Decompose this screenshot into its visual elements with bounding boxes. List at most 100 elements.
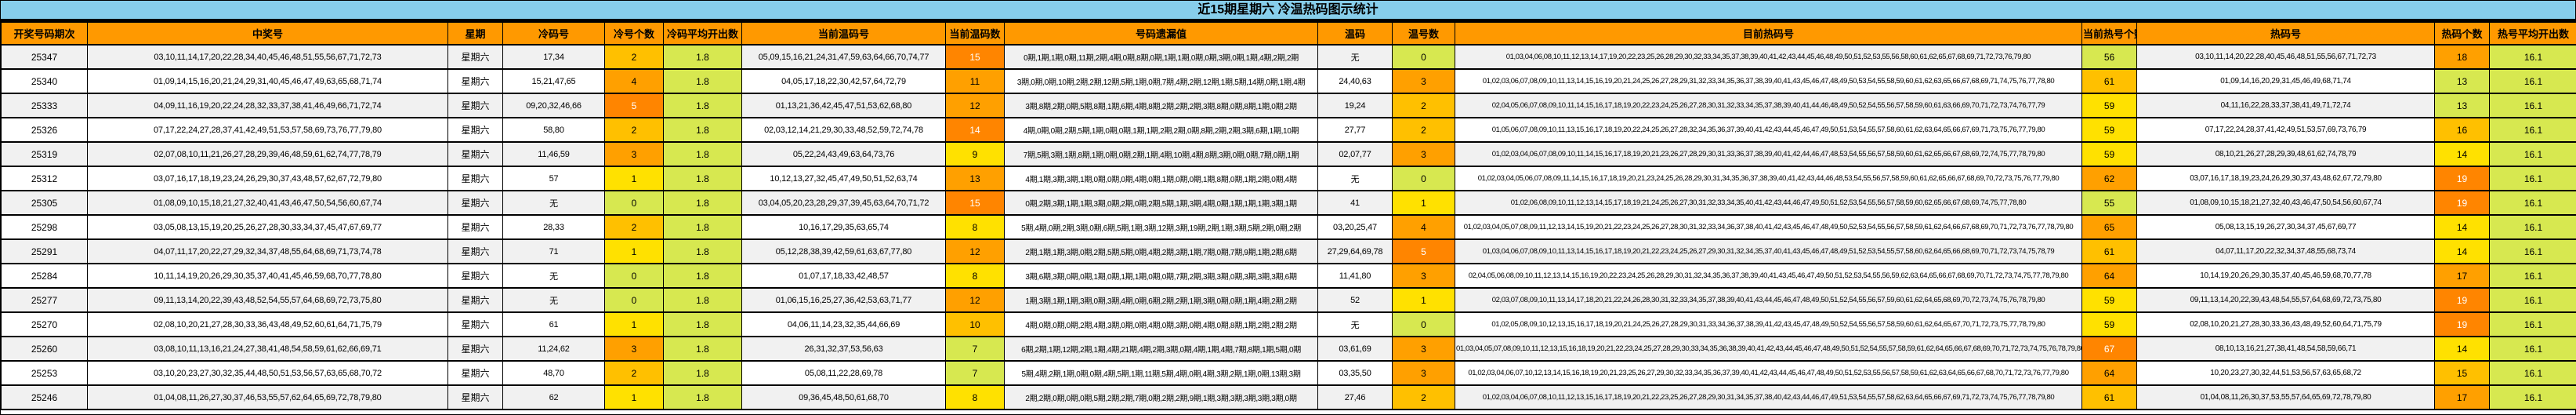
wen_n-cell: 0 xyxy=(1392,44,1455,70)
win-cell: 02,08,10,20,21,27,28,30,33,36,43,48,49,5… xyxy=(87,311,448,337)
cold-cell: 11,24,62 xyxy=(502,336,605,362)
period-cell: 25284 xyxy=(1,263,88,289)
cur_hot_n-cell: 56 xyxy=(2081,44,2137,70)
wen_n-cell: 2 xyxy=(1392,117,1455,143)
hot_n-cell: 16 xyxy=(2434,117,2490,143)
cur_hot-cell: 01,03,04,06,07,08,09,10,11,13,14,15,16,1… xyxy=(1455,238,2082,264)
warm_n-cell: 12 xyxy=(945,93,1005,118)
win-cell: 02,07,08,10,11,21,26,27,28,29,39,46,48,5… xyxy=(87,141,448,167)
omission-cell: 0期,2期,3期,1期,1期,3期,0期,2期,0期,2期,5期,1期,3期,4… xyxy=(1004,190,1318,216)
table-row: 25277 09,11,13,14,20,22,39,43,48,52,54,55… xyxy=(1,287,2576,313)
omission-cell: 4期,0期,0期,2期,5期,1期,0期,0期,1期,1期,2期,2期,0期,8… xyxy=(1004,117,1318,143)
cold_n-cell: 1 xyxy=(604,166,664,191)
hot-cell: 10,20,23,27,30,32,44,51,53,56,57,63,65,6… xyxy=(2136,360,2435,386)
cold_avg-cell: 1.8 xyxy=(663,166,742,191)
cold_n-cell: 2 xyxy=(604,214,664,240)
week-cell: 星期六 xyxy=(447,384,503,410)
cur_hot-cell: 02,04,05,06,07,08,09,10,11,14,15,16,17,1… xyxy=(1455,93,2082,118)
column-header-cold_avg: 冷码平均开出数 xyxy=(663,21,742,46)
cold_n-cell: 1 xyxy=(604,238,664,264)
column-header-omission: 号码遗漏值 xyxy=(1004,21,1318,46)
cold-cell: 09,20,32,46,66 xyxy=(502,93,605,118)
warm-cell: 01,06,15,16,25,27,36,42,53,63,71,77 xyxy=(741,287,946,313)
warm_n-cell: 15 xyxy=(945,44,1005,70)
hot-cell: 02,08,10,20,21,27,28,30,33,36,43,48,49,5… xyxy=(2136,311,2435,337)
week-cell: 星期六 xyxy=(447,263,503,289)
cur_hot-cell: 01,02,03,06,07,08,09,10,11,13,14,15,16,1… xyxy=(1455,68,2082,94)
week-cell: 星期六 xyxy=(447,336,503,362)
cur_hot_n-cell: 67 xyxy=(2081,336,2137,362)
hot_n-cell: 14 xyxy=(2434,238,2490,264)
hot_n-cell: 14 xyxy=(2434,141,2490,167)
cold_avg-cell: 1.8 xyxy=(663,384,742,410)
week-cell: 星期六 xyxy=(447,238,503,264)
period-cell: 25340 xyxy=(1,68,88,94)
hot_n-cell: 14 xyxy=(2434,336,2490,362)
wen-cell: 无 xyxy=(1317,166,1393,191)
week-cell: 星期六 xyxy=(447,311,503,337)
column-header-wen_n: 温号数 xyxy=(1392,21,1455,46)
cur_hot_n-cell: 61 xyxy=(2081,238,2137,264)
hot_avg-cell: 16.1 xyxy=(2489,141,2576,167)
period-cell: 25305 xyxy=(1,190,88,216)
period-cell: 25270 xyxy=(1,311,88,337)
win-cell: 07,17,22,24,27,28,37,41,42,49,51,53,57,5… xyxy=(87,117,448,143)
wen-cell: 03,35,50 xyxy=(1317,360,1393,386)
table-row: 25333 04,09,11,16,19,20,22,24,28,32,33,37… xyxy=(1,93,2576,118)
cold_n-cell: 1 xyxy=(604,384,664,410)
hot_n-cell: 17 xyxy=(2434,384,2490,410)
warm-cell: 01,13,21,36,42,45,47,51,53,62,68,80 xyxy=(741,93,946,118)
hot_n-cell: 13 xyxy=(2434,93,2490,118)
cold-cell: 无 xyxy=(502,287,605,313)
omission-cell: 7期,5期,3期,1期,8期,1期,0期,0期,2期,1期,4期,10期,4期,… xyxy=(1004,141,1318,167)
wen_n-cell: 3 xyxy=(1392,263,1455,289)
cur_hot_n-cell: 59 xyxy=(2081,311,2137,337)
warm-cell: 01,07,17,18,33,42,48,57 xyxy=(741,263,946,289)
period-cell: 25333 xyxy=(1,93,88,118)
win-cell: 01,08,09,10,15,18,21,27,32,40,41,43,46,4… xyxy=(87,190,448,216)
hot-cell: 04,11,16,22,28,33,37,38,41,49,71,72,74 xyxy=(2136,93,2435,118)
cur_hot-cell: 01,02,03,04,05,06,07,08,09,11,14,15,16,1… xyxy=(1455,166,2082,191)
wen-cell: 无 xyxy=(1317,44,1393,70)
hot-cell: 01,09,14,16,20,29,31,45,46,49,68,71,74 xyxy=(2136,68,2435,94)
wen_n-cell: 3 xyxy=(1392,336,1455,362)
win-cell: 04,07,11,17,20,22,27,29,32,34,37,48,55,6… xyxy=(87,238,448,264)
cold_n-cell: 2 xyxy=(604,117,664,143)
hot_n-cell: 19 xyxy=(2434,287,2490,313)
warm_n-cell: 9 xyxy=(945,141,1005,167)
column-header-hot_n: 热码个数 xyxy=(2434,21,2490,46)
wen-cell: 无 xyxy=(1317,311,1393,337)
cold_avg-cell: 1.8 xyxy=(663,238,742,264)
period-cell: 25326 xyxy=(1,117,88,143)
warm-cell: 05,22,24,43,49,63,64,73,76 xyxy=(741,141,946,167)
wen_n-cell: 3 xyxy=(1392,68,1455,94)
hot_n-cell: 19 xyxy=(2434,190,2490,216)
hot-cell: 08,10,21,26,27,28,29,39,48,61,62,74,78,7… xyxy=(2136,141,2435,167)
period-cell: 25246 xyxy=(1,384,88,410)
cur_hot_n-cell: 59 xyxy=(2081,117,2137,143)
table-row: 25253 03,10,20,23,27,30,32,35,44,48,50,51… xyxy=(1,360,2576,386)
cold_avg-cell: 1.8 xyxy=(663,287,742,313)
hot_avg-cell: 16.1 xyxy=(2489,190,2576,216)
warm_n-cell: 8 xyxy=(945,384,1005,410)
hot_avg-cell: 16.1 xyxy=(2489,93,2576,118)
warm-cell: 05,08,11,22,28,69,78 xyxy=(741,360,946,386)
hot_n-cell: 15 xyxy=(2434,360,2490,386)
cur_hot-cell: 01,03,04,06,08,10,11,12,13,14,17,19,20,2… xyxy=(1455,44,2082,70)
hot-cell: 03,07,16,17,18,19,23,24,26,29,30,37,43,4… xyxy=(2136,166,2435,191)
week-cell: 星期六 xyxy=(447,166,503,191)
wen_n-cell: 4 xyxy=(1392,214,1455,240)
omission-cell: 6期,2期,1期,12期,2期,1期,4期,21期,4期,2期,3期,0期,4期… xyxy=(1004,336,1318,362)
cold_avg-cell: 1.8 xyxy=(663,68,742,94)
cold_n-cell: 2 xyxy=(604,44,664,70)
omission-cell: 1期,3期,1期,1期,3期,0期,3期,4期,0期,6期,2期,2期,1期,3… xyxy=(1004,287,1318,313)
hot_n-cell: 13 xyxy=(2434,68,2490,94)
cold_avg-cell: 1.8 xyxy=(663,311,742,337)
hot-cell: 01,08,09,10,15,18,21,27,32,40,43,46,47,5… xyxy=(2136,190,2435,216)
omission-cell: 4期,1期,3期,3期,1期,0期,0期,0期,4期,0期,1期,0期,0期,1… xyxy=(1004,166,1318,191)
cur_hot_n-cell: 61 xyxy=(2081,68,2137,94)
wen_n-cell: 2 xyxy=(1392,93,1455,118)
cur_hot_n-cell: 59 xyxy=(2081,287,2137,313)
cold-cell: 48,70 xyxy=(502,360,605,386)
cold-cell: 61 xyxy=(502,311,605,337)
